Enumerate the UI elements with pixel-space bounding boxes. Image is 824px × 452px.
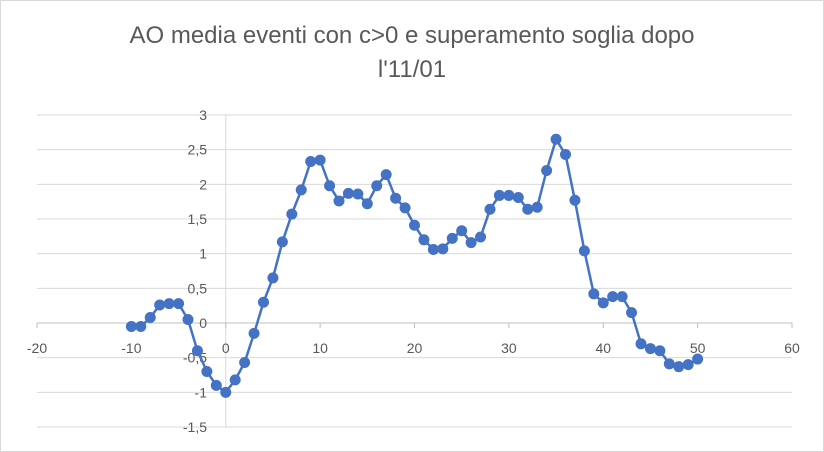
data-point (276, 236, 288, 248)
series (125, 133, 704, 398)
data-point (220, 386, 232, 398)
y-tick-labels: 32,521,510,50-0,5-1-1,5 (183, 107, 207, 435)
data-point (446, 232, 458, 244)
data-point (493, 189, 505, 201)
data-point (673, 361, 685, 373)
data-point (588, 288, 600, 300)
x-tick-label: 40 (595, 340, 611, 356)
data-point (682, 359, 694, 371)
x-tick-label: 30 (501, 340, 517, 356)
data-point (295, 184, 307, 196)
y-tick-label: 0,5 (188, 280, 208, 296)
data-point (210, 379, 222, 391)
data-point (475, 231, 487, 243)
data-point (399, 202, 411, 214)
y-tick-label: -1 (195, 384, 208, 400)
data-point (144, 311, 156, 323)
data-point (173, 298, 185, 310)
data-point (125, 320, 137, 332)
x-tick-label: 0 (222, 340, 230, 356)
y-tick-label: 2 (199, 176, 207, 192)
data-point (371, 180, 383, 192)
data-point (456, 225, 468, 237)
data-point (522, 203, 534, 215)
data-point (560, 149, 571, 161)
data-point (635, 338, 647, 350)
y-tick-label: 2,5 (188, 142, 208, 158)
data-point (361, 198, 373, 210)
data-point (626, 307, 638, 319)
axes (36, 115, 793, 427)
x-tick-label: 50 (690, 340, 706, 356)
chart-title-line-2: l'11/01 (377, 56, 447, 83)
data-point (352, 188, 364, 200)
x-tick-label: 60 (784, 340, 800, 356)
data-point (380, 169, 392, 181)
x-tick-labels: -20 -10 0 10 20 30 40 50 60 (27, 340, 800, 356)
data-point (409, 219, 420, 231)
data-point (182, 314, 194, 326)
data-point (616, 291, 628, 303)
chart-title-line-1: AO media eventi con c>0 e superamento so… (129, 22, 695, 49)
x-tick-label: 20 (407, 340, 423, 356)
data-point (154, 299, 166, 311)
data-point (390, 192, 402, 204)
data-point (163, 298, 175, 310)
data-point (305, 155, 317, 167)
data-point (531, 201, 543, 213)
y-tick-label: -1,5 (183, 419, 207, 435)
data-point (512, 192, 524, 204)
data-point (248, 327, 260, 339)
data-point (503, 189, 515, 201)
data-point (191, 345, 203, 357)
data-point (607, 291, 619, 303)
data-point (229, 374, 241, 386)
data-point (258, 296, 269, 308)
data-point (286, 208, 298, 220)
data-point (465, 237, 477, 249)
x-tick-label: -10 (121, 340, 141, 356)
y-tick-label: 0 (199, 315, 207, 331)
data-point (267, 272, 279, 284)
data-point (569, 194, 581, 206)
data-point (135, 320, 147, 332)
chart-title: AO media eventi con c>0 e superamento so… (1, 19, 823, 87)
data-point (324, 180, 336, 192)
data-point (578, 245, 590, 257)
data-point (418, 234, 430, 246)
y-tick-label: 1,5 (188, 211, 208, 227)
data-point (314, 154, 326, 166)
data-point (427, 244, 439, 256)
y-tick-label: 3 (199, 107, 207, 123)
data-point (484, 203, 496, 215)
data-point (437, 243, 449, 255)
data-point (644, 343, 656, 355)
data-point (541, 164, 553, 176)
gridlines (37, 114, 792, 428)
data-point (342, 187, 354, 199)
data-point (663, 358, 675, 370)
data-point (550, 133, 562, 145)
data-point (597, 297, 609, 309)
data-point (201, 366, 213, 378)
data-point (333, 195, 345, 207)
y-tick-label: 1 (199, 246, 207, 262)
data-point (692, 353, 704, 365)
data-point (239, 357, 251, 369)
x-tick-label: 10 (312, 340, 328, 356)
data-point (654, 345, 666, 357)
x-tick-label: -20 (27, 340, 47, 356)
